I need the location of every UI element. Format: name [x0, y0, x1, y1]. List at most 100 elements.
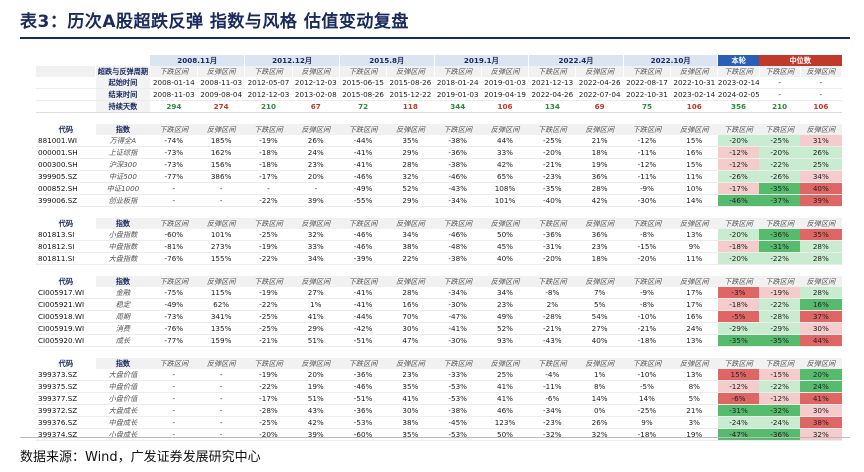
down-days: 72	[339, 100, 387, 113]
value-cell: 14%	[575, 392, 624, 405]
value-cell: -18%	[244, 158, 293, 171]
value-cell: -36%	[759, 229, 801, 241]
table-row: CI005921.WI 稳定 -49% 62% -22% 1% -41% 16% -30% 23%…	[36, 298, 842, 311]
section-gap	[36, 207, 842, 219]
section-gap	[36, 113, 842, 125]
value-cell: -19%	[244, 369, 293, 381]
median-down-days: 210	[759, 100, 801, 113]
value-cell: 40%	[481, 252, 529, 265]
value-cell: -12%	[759, 392, 801, 405]
value-cell: 35%	[386, 135, 435, 147]
days-row: 持续天数 294 274 210 67 72 118 344 106 134 69 75 106 356 2…	[36, 100, 842, 113]
table-row: 881001.WI 万得全A -74% 185% -19% 26% -44% 35% -38% 4…	[36, 135, 842, 147]
value-cell: 162%	[197, 146, 245, 159]
down-days: 294	[150, 100, 198, 113]
value-cell: 36%	[575, 170, 624, 183]
value-cell: -22%	[244, 194, 293, 207]
median-header: 中位数	[759, 55, 842, 66]
value-cell: -22%	[244, 298, 293, 311]
table-row: 399905.SZ 中证500 -77% 386% -17% 20% -46% 32% -46%…	[36, 170, 842, 183]
value-cell: 35%	[800, 229, 842, 241]
value-cell: 11%	[670, 252, 718, 265]
section-header-row: 代码 指数 下跌区间 反弹区间 下跌区间 反弹区间 下跌区间 反弹区间 下跌区间 反弹区间 下跌区间…	[36, 358, 842, 369]
up-interval-header: 反弹区间	[386, 276, 435, 287]
index-name: 成长	[95, 334, 151, 347]
value-cell: -	[197, 392, 245, 405]
up-interval-header: 反弹区间	[481, 358, 529, 369]
value-cell: -76%	[150, 252, 198, 265]
value-cell: 19%	[670, 428, 718, 441]
value-cell: 28%	[386, 287, 435, 299]
down-interval-header: 下跌区间	[717, 358, 760, 369]
value-cell: -25%	[528, 135, 576, 147]
value-cell: -41%	[434, 322, 482, 335]
index-name: 大盘成长	[95, 404, 151, 417]
up-interval-header: 反弹区间	[575, 66, 624, 77]
value-cell: 15%	[670, 135, 718, 147]
value-cell: 0%	[575, 404, 624, 417]
value-cell: -53%	[434, 428, 482, 441]
index-name: 万得全A	[95, 135, 151, 147]
value-cell: -	[150, 392, 198, 405]
value-cell: -5%	[717, 310, 760, 323]
table-row: 801813.SI 小盘指数 -60% 101% -25% 32% -46% 34% -46% 5…	[36, 229, 842, 241]
value-cell: -22%	[244, 252, 293, 265]
code-header: 代码	[36, 124, 96, 135]
value-cell: -12%	[717, 380, 760, 393]
value-cell: 386%	[197, 170, 245, 183]
down-interval-header: 下跌区间	[150, 124, 198, 135]
down-interval-header: 下跌区间	[339, 276, 387, 287]
value-cell: -32%	[759, 404, 801, 417]
value-cell: -19%	[244, 240, 293, 253]
up-interval-header: 反弹区间	[481, 66, 530, 77]
value-cell: 24%	[800, 380, 842, 393]
index-name: 大盘价值	[95, 369, 151, 381]
title-divider	[20, 37, 850, 39]
value-cell: -20%	[717, 135, 760, 147]
value-cell: -49%	[339, 182, 387, 195]
value-cell: 41%	[800, 392, 842, 405]
current-start: 2023-02-14	[717, 77, 760, 89]
down-interval-header: 下跌区间	[623, 124, 671, 135]
value-cell: 341%	[197, 310, 245, 323]
end-date: 2015-12-22	[386, 88, 435, 101]
value-cell: -25%	[244, 310, 293, 323]
table-row: 399377.SZ 小盘价值 - - -17% 51% -51% 41% -53% 41% -6% 1…	[36, 392, 842, 405]
value-cell: -40%	[528, 194, 576, 207]
value-cell: 52%	[481, 322, 529, 335]
value-cell: -74%	[150, 135, 198, 147]
value-cell: -30%	[434, 334, 482, 347]
value-cell: 41%	[481, 380, 529, 393]
value-cell: -25%	[623, 404, 671, 417]
value-cell: 44%	[481, 135, 529, 147]
down-interval-header: 下跌区间	[528, 218, 576, 229]
value-cell: 43%	[292, 404, 340, 417]
index-code: 801812.SI	[36, 240, 96, 253]
value-cell: -20%	[717, 252, 760, 265]
value-cell: -30%	[623, 194, 671, 207]
down-interval-header: 下跌区间	[623, 66, 672, 77]
period-label: 2012.12月	[244, 55, 340, 66]
index-code: CI005918.WI	[36, 310, 96, 323]
index-header: 指数	[95, 358, 151, 369]
down-interval-header: 下跌区间	[623, 218, 671, 229]
index-name: 中盘价值	[95, 380, 151, 393]
section-gap	[36, 265, 842, 277]
blank-cell	[96, 55, 151, 66]
value-cell: 39%	[292, 194, 340, 207]
up-interval-header: 反弹区间	[800, 218, 842, 229]
value-cell: -49%	[150, 298, 198, 311]
up-interval-header: 反弹区间	[292, 124, 340, 135]
table-row: 399006.SZ 创业板指 - - -22% 39% -55% 29% -34% 101% -40…	[36, 194, 842, 207]
value-cell: -18%	[623, 428, 671, 441]
start-date: 2012-05-07	[244, 77, 293, 89]
index-name: 沪深300	[95, 158, 151, 171]
value-cell: -46%	[339, 170, 387, 183]
value-cell: 9%	[670, 240, 718, 253]
down-interval-header: 下跌区间	[759, 218, 801, 229]
value-cell: -46%	[339, 229, 387, 241]
median-up-days: 106	[800, 100, 842, 113]
up-interval-header: 反弹区间	[670, 358, 718, 369]
value-cell: -28%	[759, 310, 801, 323]
value-cell: 65%	[481, 170, 529, 183]
